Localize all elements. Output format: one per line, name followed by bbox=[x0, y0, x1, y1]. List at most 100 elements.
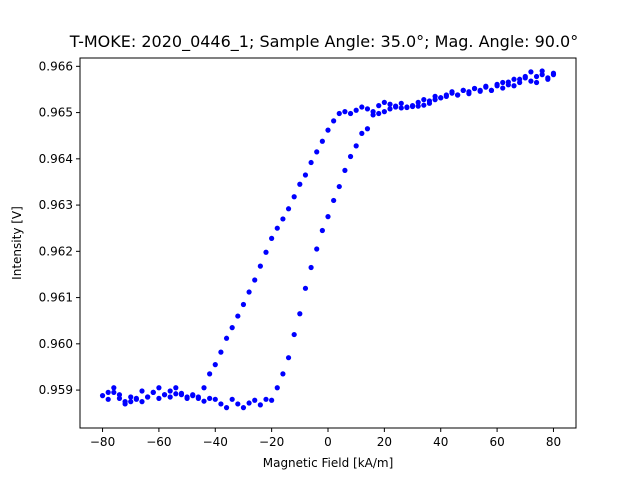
data-point bbox=[511, 76, 517, 82]
data-point bbox=[274, 385, 280, 391]
data-point bbox=[342, 109, 348, 115]
data-point bbox=[511, 83, 517, 89]
data-point bbox=[455, 92, 461, 98]
data-point bbox=[285, 355, 292, 361]
data-point bbox=[156, 395, 162, 401]
x-tick-label: −80 bbox=[90, 435, 115, 449]
data-point bbox=[240, 405, 247, 411]
data-point bbox=[257, 402, 263, 408]
data-point bbox=[466, 89, 472, 95]
y-tick-label: 0.960 bbox=[39, 337, 73, 351]
data-point bbox=[212, 362, 218, 368]
data-point bbox=[443, 92, 449, 98]
data-point bbox=[505, 82, 511, 88]
data-point bbox=[550, 70, 557, 76]
data-point bbox=[240, 301, 247, 308]
data-point bbox=[500, 85, 506, 91]
data-point bbox=[145, 394, 151, 400]
data-point bbox=[308, 264, 314, 271]
data-point bbox=[404, 104, 410, 110]
data-point bbox=[280, 216, 286, 222]
data-point bbox=[207, 395, 213, 401]
data-point bbox=[246, 400, 252, 406]
data-point bbox=[331, 118, 337, 124]
data-point bbox=[421, 102, 427, 108]
data-point bbox=[539, 68, 545, 74]
data-point bbox=[139, 388, 145, 394]
data-point bbox=[347, 110, 354, 117]
data-point bbox=[347, 153, 354, 160]
data-point bbox=[376, 110, 382, 117]
data-point bbox=[325, 214, 331, 220]
x-axis-label: Magnetic Field [kA/m] bbox=[263, 456, 394, 470]
data-point bbox=[319, 227, 325, 234]
data-point bbox=[167, 388, 173, 394]
data-point bbox=[263, 396, 269, 402]
data-point bbox=[483, 84, 489, 90]
data-point bbox=[359, 104, 365, 110]
data-point bbox=[269, 235, 275, 241]
x-tick-label: 60 bbox=[489, 435, 504, 449]
data-point bbox=[223, 405, 230, 411]
x-tick-label: −20 bbox=[259, 435, 284, 449]
data-point bbox=[415, 99, 421, 105]
data-point bbox=[156, 385, 162, 391]
data-point bbox=[212, 396, 218, 402]
data-point bbox=[336, 110, 342, 117]
data-point bbox=[387, 106, 393, 112]
data-point bbox=[421, 97, 427, 103]
data-point bbox=[364, 126, 371, 132]
data-point bbox=[139, 399, 145, 405]
data-point bbox=[195, 395, 201, 401]
data-point bbox=[161, 392, 168, 398]
data-point bbox=[533, 79, 540, 86]
data-point bbox=[218, 349, 224, 355]
data-point bbox=[291, 194, 297, 200]
data-point bbox=[342, 167, 348, 173]
data-point bbox=[539, 72, 545, 78]
data-point bbox=[319, 138, 325, 144]
y-tick-label: 0.961 bbox=[39, 291, 73, 305]
data-point bbox=[105, 396, 111, 402]
data-point bbox=[246, 289, 252, 295]
data-point bbox=[111, 389, 117, 395]
data-point bbox=[257, 263, 263, 269]
data-point bbox=[409, 103, 416, 109]
data-point bbox=[545, 76, 551, 82]
data-point bbox=[353, 143, 359, 149]
data-point bbox=[376, 103, 382, 109]
data-point bbox=[381, 109, 387, 115]
data-point bbox=[314, 149, 320, 155]
data-point bbox=[297, 311, 303, 317]
data-point bbox=[111, 385, 117, 391]
data-point bbox=[387, 101, 393, 107]
data-point bbox=[297, 181, 303, 187]
data-point bbox=[398, 100, 404, 106]
data-point bbox=[285, 206, 292, 212]
data-point bbox=[432, 93, 438, 99]
y-axis-label: Intensity [V] bbox=[10, 206, 24, 280]
data-point bbox=[449, 89, 455, 95]
data-point bbox=[190, 392, 196, 398]
x-tick-label: 80 bbox=[546, 435, 561, 449]
data-points bbox=[99, 68, 557, 411]
x-tick-label: −60 bbox=[146, 435, 171, 449]
data-point bbox=[235, 401, 241, 407]
data-point bbox=[426, 98, 433, 104]
y-axis: 0.959 0.960 0.961 0.962 0.963 0.964 0.965 0.966 bbox=[39, 59, 80, 397]
data-point bbox=[291, 331, 297, 338]
x-tick-label: 40 bbox=[433, 435, 448, 449]
data-point bbox=[370, 109, 376, 115]
data-point bbox=[500, 79, 506, 86]
data-point bbox=[184, 394, 190, 400]
data-point bbox=[223, 335, 230, 341]
data-point bbox=[167, 394, 173, 400]
data-point bbox=[533, 73, 540, 80]
data-point bbox=[105, 389, 111, 395]
data-point bbox=[381, 99, 387, 105]
data-point bbox=[336, 183, 342, 190]
x-axis: −80 −60 −40 −20 0 20 40 60 80 bbox=[90, 428, 561, 449]
data-point bbox=[229, 396, 235, 402]
data-point bbox=[150, 389, 156, 395]
data-point bbox=[280, 371, 286, 377]
